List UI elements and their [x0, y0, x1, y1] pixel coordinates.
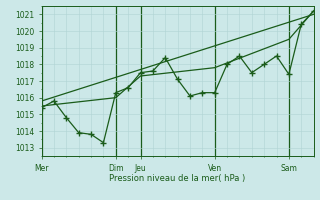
X-axis label: Pression niveau de la mer( hPa ): Pression niveau de la mer( hPa ) [109, 174, 246, 183]
